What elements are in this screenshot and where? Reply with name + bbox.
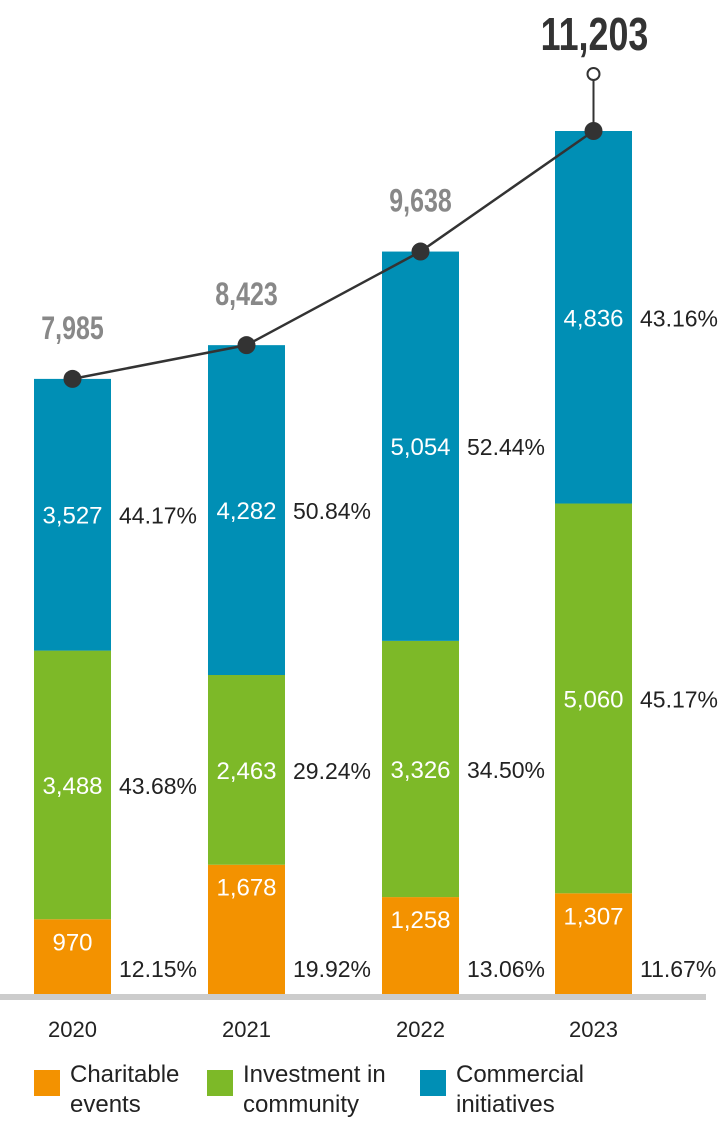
bar-commercial-2023	[555, 131, 632, 504]
bar-investment-2021	[208, 675, 285, 865]
percent-label-commercial-2022: 52.44%	[467, 434, 545, 460]
total-label-2022: 9,638	[389, 184, 451, 220]
percent-label-commercial-2020: 44.17%	[119, 503, 197, 529]
percent-label-commercial-2023: 43.16%	[640, 305, 718, 331]
total-point-2021	[237, 336, 256, 355]
legend-label-investment: Investment in community	[243, 1061, 386, 1118]
legend-swatch-charitable	[34, 1070, 60, 1096]
bar-commercial-2021	[208, 345, 285, 676]
percent-label-investment-2021: 29.24%	[293, 758, 371, 784]
total-line	[72, 129, 595, 381]
value-label-charitable-2022: 1,258	[390, 907, 450, 934]
total-label-2021: 8,423	[215, 277, 277, 313]
total-point-2022	[411, 242, 430, 261]
bar-investment-2023	[555, 503, 632, 894]
value-label-charitable-2021: 1,678	[216, 875, 276, 902]
value-label-commercial-2021: 4,282	[216, 498, 276, 525]
value-label-investment-2023: 5,060	[563, 686, 623, 713]
value-label-charitable-2023: 1,307	[563, 903, 623, 930]
percent-label-charitable-2023: 11.67%	[640, 956, 716, 982]
percent-label-commercial-2021: 50.84%	[293, 498, 371, 524]
legend-swatch-investment	[207, 1070, 233, 1096]
x-tick-label-2020: 2020	[48, 1017, 97, 1042]
total-label-2020: 7,985	[41, 311, 103, 347]
legend-item-investment: Investment in community	[207, 1060, 413, 1120]
percent-label-charitable-2022: 13.06%	[467, 956, 545, 982]
bar-charitable-2023	[555, 893, 632, 994]
total-point-2020	[63, 369, 82, 388]
x-tick-label-2021: 2021	[222, 1017, 271, 1042]
total-connector-endpoint	[586, 67, 601, 81]
stacked-bar-chart: 970 12.15% 3,488 43.68% 3,527 44.17% 2020 1,678…	[0, 9, 718, 1042]
value-label-investment-2020: 3,488	[42, 773, 102, 800]
value-label-charitable-2020: 970	[52, 929, 92, 956]
bar-commercial-2020	[34, 378, 111, 651]
legend-swatch-commercial	[420, 1070, 446, 1096]
chart-legend: Charitable events Investment in communit…	[0, 1060, 718, 1130]
total-point-2023	[584, 122, 603, 140]
bar-commercial-2022	[382, 251, 459, 641]
legend-item-charitable: Charitable events	[34, 1060, 240, 1120]
value-label-commercial-2023: 4,836	[563, 305, 623, 332]
value-label-commercial-2022: 5,054	[390, 434, 450, 461]
bar-charitable-2021	[208, 864, 285, 994]
percent-label-investment-2022: 34.50%	[467, 757, 545, 783]
bar-investment-2020	[34, 650, 111, 920]
bar-charitable-2020	[34, 919, 111, 994]
percent-label-investment-2020: 43.68%	[119, 773, 197, 799]
value-label-investment-2022: 3,326	[390, 757, 450, 784]
total-label-2023: 11,203	[541, 9, 649, 60]
x-axis-baseline	[0, 994, 706, 1000]
percent-label-investment-2023: 45.17%	[640, 686, 718, 712]
value-label-commercial-2020: 3,527	[42, 503, 102, 530]
percent-label-charitable-2020: 12.15%	[119, 956, 197, 982]
percent-label-charitable-2021: 19.92%	[293, 956, 371, 982]
legend-label-charitable: Charitable events	[70, 1061, 180, 1118]
bar-investment-2022	[382, 640, 459, 898]
legend-label-commercial: Commercial initiatives	[456, 1061, 585, 1118]
legend-item-commercial: Commercial initiatives	[420, 1060, 626, 1120]
value-label-investment-2021: 2,463	[216, 758, 276, 785]
bar-charitable-2022	[382, 897, 459, 994]
x-tick-label-2022: 2022	[396, 1017, 445, 1042]
x-tick-label-2023: 2023	[569, 1017, 618, 1042]
